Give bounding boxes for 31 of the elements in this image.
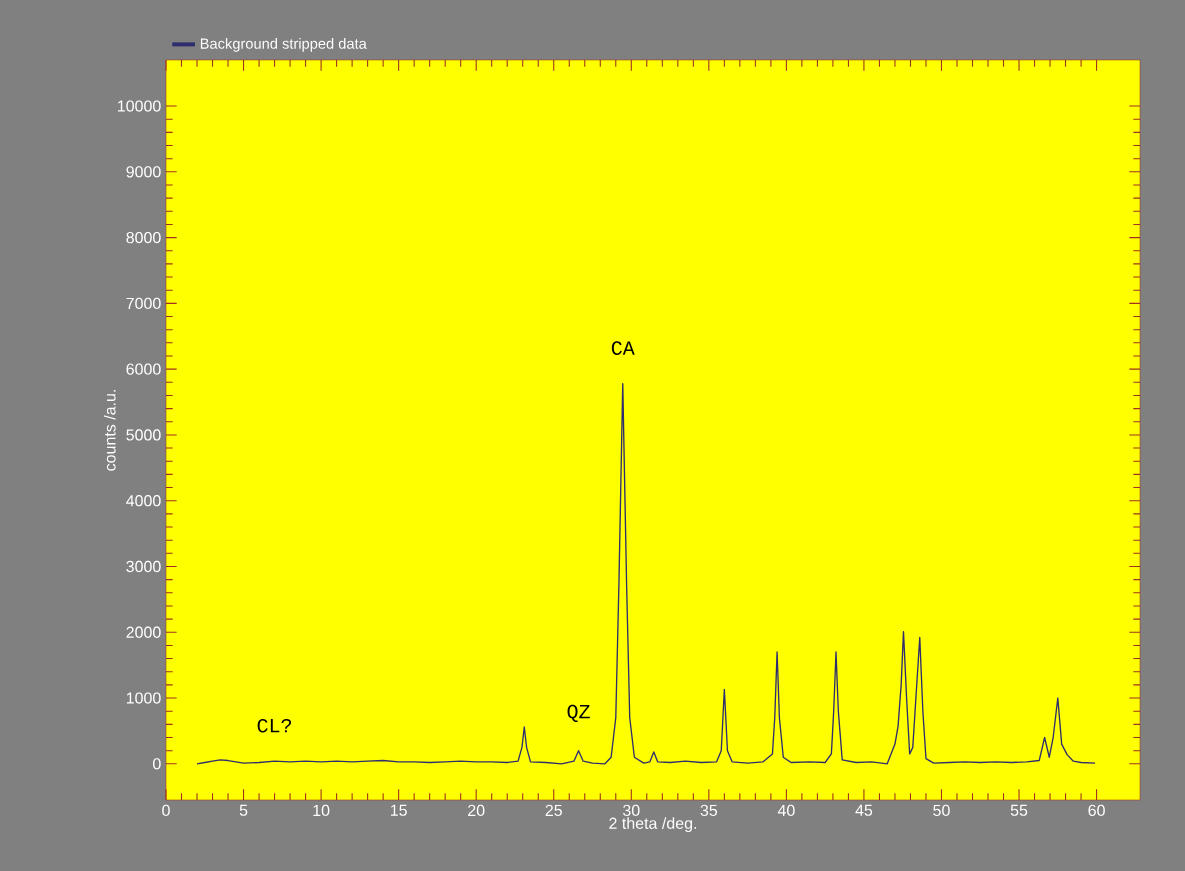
x-tick-label: 0 bbox=[162, 804, 170, 817]
y-tick-label: 8000 bbox=[126, 231, 161, 244]
y-tick-label: 0 bbox=[153, 758, 161, 770]
x-tick-label: 5 bbox=[239, 804, 248, 816]
x-tick-label: 50 bbox=[933, 804, 950, 817]
y-tick-label: 1000 bbox=[126, 692, 161, 704]
y-tick-label: 7000 bbox=[126, 297, 161, 310]
x-tick-label: 60 bbox=[1088, 804, 1105, 817]
x-tick-label: 55 bbox=[1010, 804, 1028, 816]
y-tick-label: 4000 bbox=[126, 495, 161, 507]
y-tick-label: 10000 bbox=[118, 100, 161, 112]
x-tick-label: 30 bbox=[623, 804, 640, 817]
annotation: QZ bbox=[567, 704, 590, 722]
annotation: CA bbox=[611, 341, 635, 355]
x-axis-title: 2 theta /deg. bbox=[609, 817, 697, 833]
legend-label: Background stripped data bbox=[200, 38, 367, 52]
y-axis-title: counts /a.u. bbox=[103, 390, 116, 471]
y-tick-label: 2000 bbox=[126, 626, 161, 638]
x-tick-label: 45 bbox=[855, 804, 873, 816]
x-tick-label: 20 bbox=[468, 804, 485, 817]
y-tick-label: 6000 bbox=[126, 363, 161, 375]
x-tick-label: 25 bbox=[545, 804, 562, 817]
x-tick-label: 15 bbox=[390, 804, 407, 816]
x-tick-label: 10 bbox=[313, 804, 330, 817]
y-tick-label: 5000 bbox=[126, 429, 161, 441]
annotation: CL? bbox=[257, 718, 292, 733]
x-tick-label: 40 bbox=[777, 804, 795, 817]
x-tick-label: 35 bbox=[700, 804, 718, 817]
line-series bbox=[196, 382, 1096, 765]
y-tick-label: 3000 bbox=[126, 560, 161, 573]
y-tick-label: 9000 bbox=[126, 166, 161, 178]
